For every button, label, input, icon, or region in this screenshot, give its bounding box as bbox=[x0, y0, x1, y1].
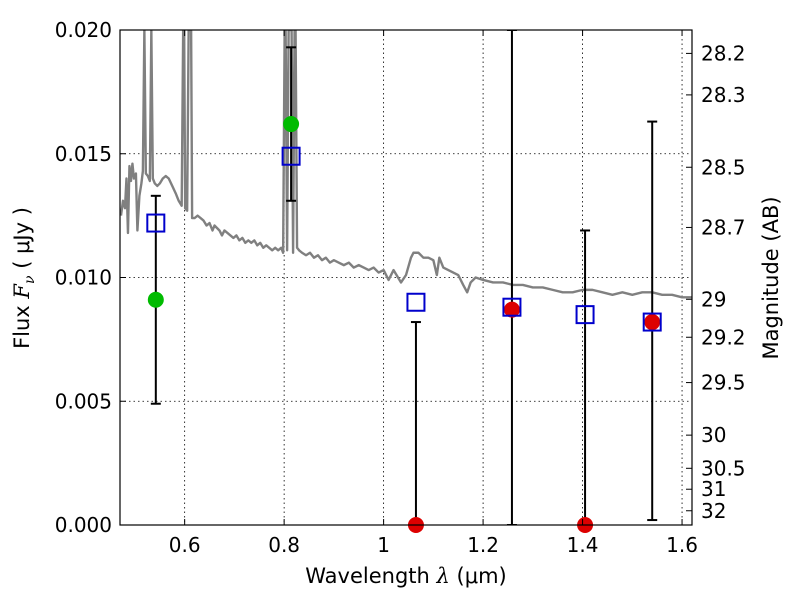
x-axis-title: Wavelength λ (μm) bbox=[305, 564, 506, 588]
predicted-point bbox=[281, 146, 301, 166]
y-tick-label: 0.000 bbox=[55, 513, 112, 537]
y2-tick-label: 28.5 bbox=[701, 155, 746, 179]
y2-tick-label: 32 bbox=[701, 499, 726, 523]
x-tick-label: 1.6 bbox=[666, 533, 698, 557]
predicted-point bbox=[642, 312, 662, 332]
upper-limit-point bbox=[644, 314, 661, 331]
y-tick-label: 0.010 bbox=[55, 266, 112, 290]
x-tick-label: 0.6 bbox=[169, 533, 201, 557]
predicted-point bbox=[502, 297, 522, 317]
axes: 0.6 0.8 1 1.2 1.4 1.6 0.000 0.005 0.010 0.015 0.02… bbox=[55, 18, 746, 557]
y2-tick-label: 31 bbox=[701, 477, 726, 501]
x-tick-label: 1.2 bbox=[467, 533, 499, 557]
y2-axis-title: Magnitude (AB) bbox=[759, 196, 783, 359]
y-tick-label: 0.020 bbox=[55, 18, 112, 42]
x-tick-label: 1 bbox=[377, 533, 390, 557]
y2-tick-label: 30.5 bbox=[701, 456, 746, 480]
y2-tick-label: 29 bbox=[701, 287, 726, 311]
predicted-point bbox=[406, 292, 426, 312]
y-tick-label: 0.015 bbox=[55, 142, 112, 166]
y2-tick-label: 29.2 bbox=[701, 325, 746, 349]
upper-limit-point bbox=[503, 301, 520, 318]
x-tick-label: 1.4 bbox=[567, 533, 599, 557]
y-axis-title: Flux Fν ( μJy ) bbox=[10, 207, 38, 349]
predicted-point bbox=[575, 305, 595, 325]
y2-tick-label: 30 bbox=[701, 423, 726, 447]
y-tick-label: 0.005 bbox=[55, 389, 112, 413]
predicted-point bbox=[146, 213, 166, 233]
y2-tick-label: 28.2 bbox=[701, 41, 746, 65]
y2-tick-label: 28.3 bbox=[701, 83, 746, 107]
observed-point bbox=[147, 291, 164, 308]
model-spectrum-line bbox=[120, 30, 692, 299]
y2-tick-label: 28.7 bbox=[701, 215, 746, 239]
y2-tick-label: 29.5 bbox=[701, 371, 746, 395]
x-tick-label: 0.8 bbox=[268, 533, 300, 557]
observed-point bbox=[283, 116, 300, 133]
